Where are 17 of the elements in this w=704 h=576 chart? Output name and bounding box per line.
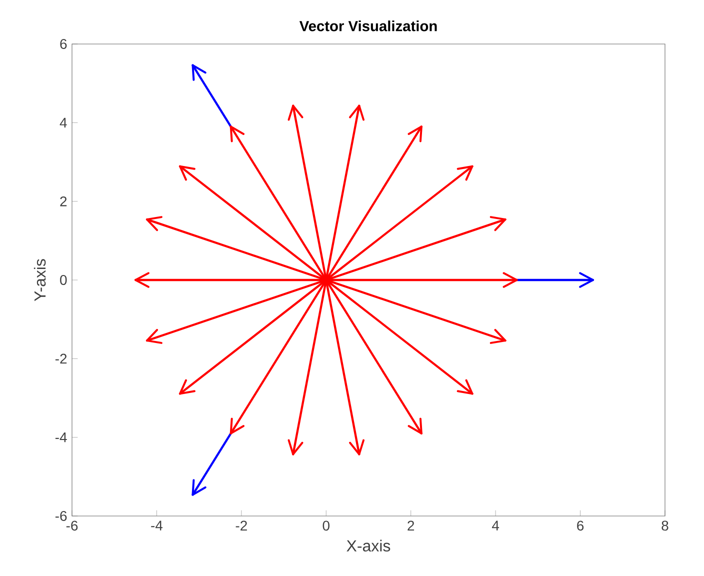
y-tick-label: -6 [55,511,67,521]
y-tick-label: 4 [60,118,67,128]
x-axis-title: X-axis [346,540,390,552]
x-tick-label: 6 [577,520,584,531]
x-tick-label: 0 [322,520,330,531]
x-tick-label: 2 [408,520,414,530]
x-tick-label: -4 [151,520,163,530]
chart-title: Vector Visualization [299,20,437,32]
y-axis-title: Y-axis [34,259,46,302]
y-tick-label: 6 [60,39,67,49]
x-tick-label: 8 [662,520,668,531]
y-tick-label: -4 [55,432,67,442]
x-tick-label: -2 [236,520,247,530]
y-tick-label: -2 [55,354,67,364]
y-tick-label: 0 [60,275,67,285]
x-tick-label: 4 [492,520,500,530]
y-tick-label: 2 [60,196,67,206]
